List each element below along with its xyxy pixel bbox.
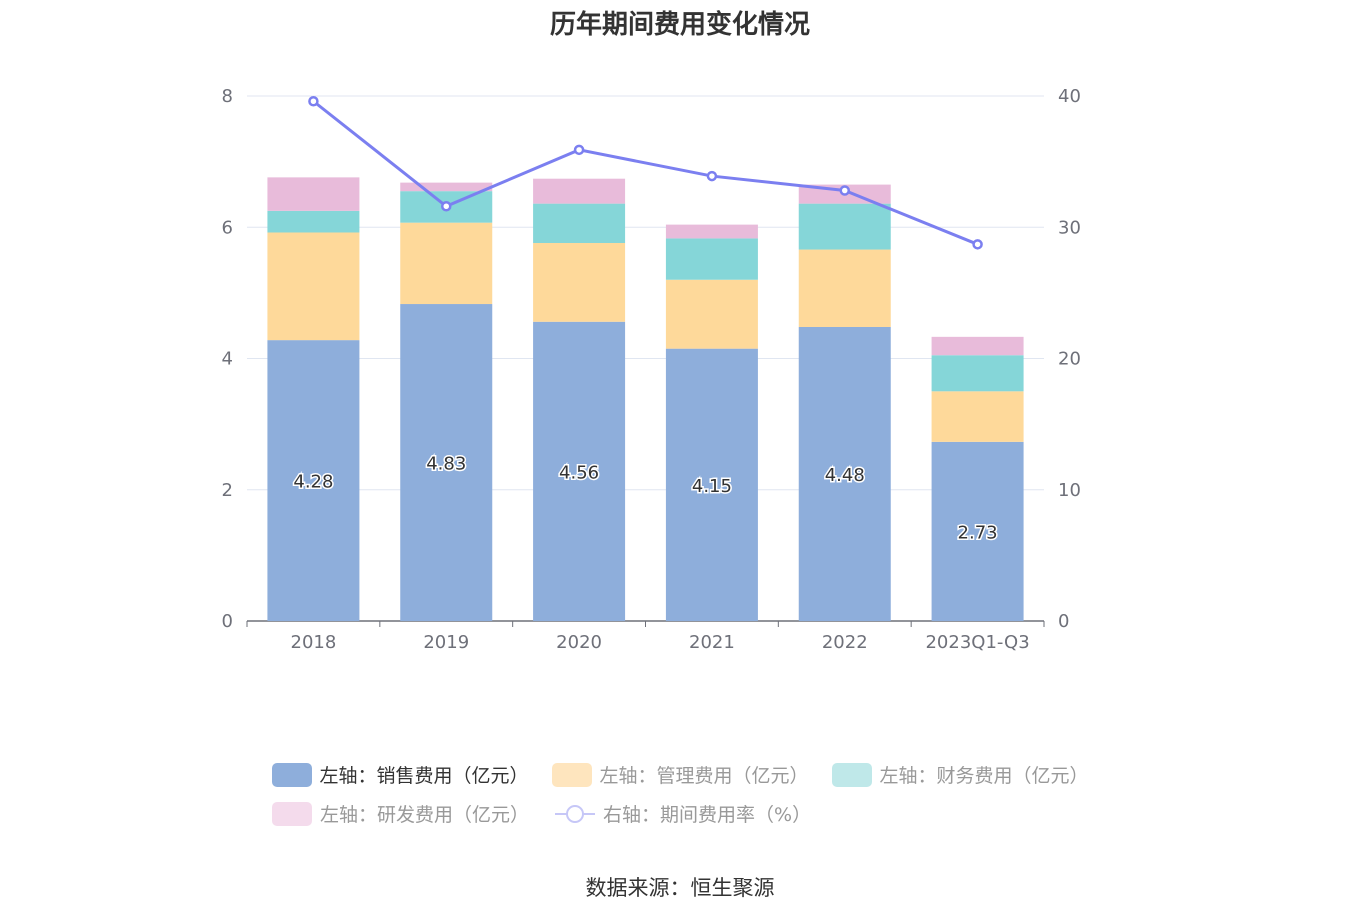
bar-segment-2 [267, 210, 360, 233]
bar-segment-2 [665, 238, 758, 280]
left-axis-tick: 6 [222, 217, 233, 238]
legend-label-fin: 左轴：财务费用（亿元） [879, 765, 1089, 787]
right-axis-tick: 0 [1058, 611, 1069, 632]
bar-value-label: 4.56 [559, 462, 599, 483]
bar-value-label: 4.48 [825, 465, 865, 486]
legend-swatch-sales [272, 762, 312, 787]
chart-title: 历年期间费用变化情况 [549, 10, 810, 40]
right-axis-tick: 40 [1058, 86, 1081, 107]
bar-segment-1 [931, 391, 1024, 442]
bar-segment-3 [267, 177, 360, 211]
bar-segment-2 [798, 203, 891, 250]
bar-segment-1 [533, 243, 626, 322]
legend-label-mgmt: 左轴：管理费用（亿元） [599, 765, 809, 787]
bar-segment-0 [665, 348, 758, 621]
legend-item-sales[interactable]: 左轴：销售费用（亿元） [272, 761, 529, 788]
legend-swatch-mgmt [552, 762, 592, 787]
legend-item-rate[interactable]: 右轴：期间费用率（%） [555, 800, 811, 827]
legend-item-rd[interactable]: 左轴：研发费用（亿元） [272, 800, 529, 827]
bar-segment-1 [665, 279, 758, 349]
left-axis-tick: 4 [222, 349, 233, 370]
rate-point [972, 239, 983, 250]
bar-segment-0 [267, 340, 360, 621]
data-source-note: 数据来源：恒生聚源 [585, 876, 775, 900]
bars [267, 177, 1024, 621]
rate-point [441, 201, 452, 212]
legend-row-1: 左轴：销售费用（亿元） 左轴：管理费用（亿元） 左轴：财务费用（亿元） [272, 755, 1112, 794]
legend-swatch-rate [555, 802, 596, 826]
bar-segment-2 [533, 203, 626, 243]
left-axis-tick: 8 [222, 86, 233, 107]
bar-segment-3 [533, 178, 626, 204]
bar-segment-0 [798, 327, 891, 621]
left-axis-tick: 0 [222, 611, 233, 632]
axes: 0 2 4 6 8 0 10 20 30 40 2018 2019 2020 2021 2022 2023Q1… [222, 86, 1081, 653]
bar-segment-1 [267, 232, 360, 341]
legend-item-fin[interactable]: 左轴：财务费用（亿元） [832, 761, 1089, 788]
bar-labels: 4.28 4.83 4.56 4.15 4.48 2.73 [292, 452, 999, 545]
legend-label-sales: 左轴：销售费用（亿元） [319, 765, 529, 787]
bar-value-label: 4.83 [426, 454, 466, 475]
chart-area: 0 2 4 6 8 0 10 20 30 40 2018 2019 2020 2021 2022 2023Q1… [222, 86, 1081, 653]
legend-label-rate: 右轴：期间费用率（%） [603, 804, 812, 826]
bar-segment-1 [798, 249, 891, 327]
right-axis-tick: 20 [1058, 349, 1081, 370]
rate-point [308, 96, 319, 107]
bar-segment-0 [400, 304, 493, 621]
x-axis-tick: 2020 [556, 632, 602, 653]
legend-swatch-rd [272, 801, 312, 826]
legend-row-2: 左轴：研发费用（亿元） 右轴：期间费用率（%） [272, 794, 1112, 833]
bar-segment-0 [533, 321, 626, 621]
bar-segment-1 [400, 222, 493, 305]
right-axis-tick: 30 [1058, 217, 1081, 238]
rate-point [839, 185, 850, 196]
bar-segment-3 [665, 224, 758, 239]
bar-segment-0 [931, 441, 1024, 621]
rate-point [706, 170, 718, 182]
legend: 左轴：销售费用（亿元） 左轴：管理费用（亿元） 左轴：财务费用（亿元） 左轴：研… [272, 755, 1112, 833]
x-axis-tick: 2019 [423, 632, 469, 653]
left-axis-tick: 2 [222, 480, 233, 501]
grid-lines [247, 95, 1044, 491]
bar-segment-2 [931, 355, 1024, 392]
legend-swatch-fin [832, 762, 872, 787]
right-axis-tick: 10 [1058, 480, 1081, 501]
x-axis-tick: 2023Q1-Q3 [925, 632, 1029, 653]
rate-line [308, 96, 983, 250]
rate-point [573, 144, 585, 156]
x-axis-tick: 2018 [291, 632, 337, 653]
bar-value-label: 4.28 [293, 472, 333, 493]
rate-line-path [312, 100, 979, 246]
bar-value-label: 2.73 [958, 522, 998, 543]
x-axis-tick: 2022 [822, 632, 868, 653]
x-axis-tick: 2021 [689, 632, 735, 653]
legend-item-mgmt[interactable]: 左轴：管理费用（亿元） [552, 761, 809, 788]
bar-segment-3 [931, 336, 1024, 356]
bar-segment-3 [400, 182, 493, 192]
bar-value-label: 4.15 [692, 476, 732, 497]
legend-label-rd: 左轴：研发费用（亿元） [320, 804, 530, 826]
